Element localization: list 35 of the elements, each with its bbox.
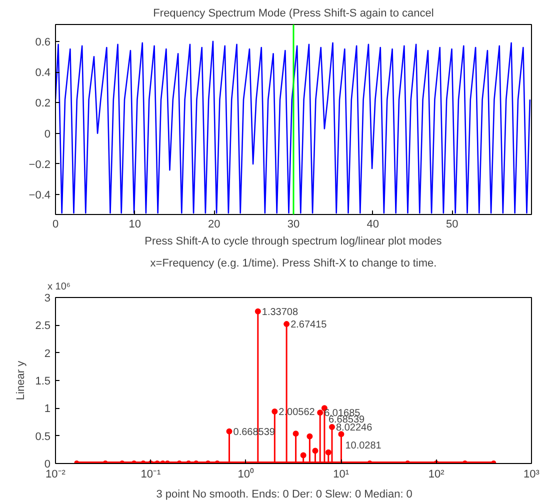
y-tick-label: 0.2 (35, 98, 51, 110)
annotation: 10.0281 (345, 440, 382, 452)
x-tick-label: 10⁰ (238, 468, 254, 480)
x-tick-label: 10⁻¹ (140, 468, 161, 480)
chart-title: x=Frequency (e.g. 1/time). Press Shift-X to change to time. (150, 258, 437, 270)
x-tick-label: 40 (366, 218, 379, 230)
y-tick-label: 0.5 (35, 430, 51, 443)
annotation: 1.33708 (262, 306, 298, 318)
x-tick-label: 10¹ (333, 468, 350, 480)
y-tick-label: 0.4 (35, 67, 51, 79)
annotation: 8.02246 (336, 422, 373, 434)
text: x 10⁶ (48, 282, 71, 292)
y-tick-label: 2 (44, 348, 51, 360)
x-tick-label: 30 (287, 218, 300, 230)
x-axis-title: Press Shift-A to cycle through spectrum log/linear plot modes (144, 236, 442, 248)
y-tick-label: 0.6 (35, 36, 51, 48)
x-tick-label: 10⁻² (46, 468, 66, 480)
y-tick-label: −0.4 (28, 190, 51, 202)
y-tick-label: −0.2 (28, 158, 51, 171)
y-tick-label: 1 (44, 403, 51, 416)
y-axis-title: Linear y (15, 360, 28, 400)
x-tick-label: 20 (208, 218, 220, 230)
x-tick-label: 10³ (524, 468, 540, 480)
chart-title: Frequency Spectrum Mode (Press Shift-S again to cancel (153, 8, 434, 20)
y-tick-label: 1.5 (35, 376, 51, 388)
y-tick-label: 2.5 (35, 320, 51, 332)
annotation: 2.67415 (290, 320, 328, 331)
x-tick-label: 10 (128, 218, 141, 230)
x-tick-label: 10² (428, 468, 445, 480)
x-tick-label: 0 (52, 218, 59, 230)
y-tick-label: 0 (44, 128, 51, 140)
x-tick-label: 50 (446, 218, 458, 230)
x-axis-title: 3 point No smooth. Ends: 0 Der: 0 Slew: 0 Median: 0 (156, 488, 412, 500)
y-tick-label: 0 (44, 458, 51, 470)
y-tick-label: 3 (44, 292, 51, 304)
